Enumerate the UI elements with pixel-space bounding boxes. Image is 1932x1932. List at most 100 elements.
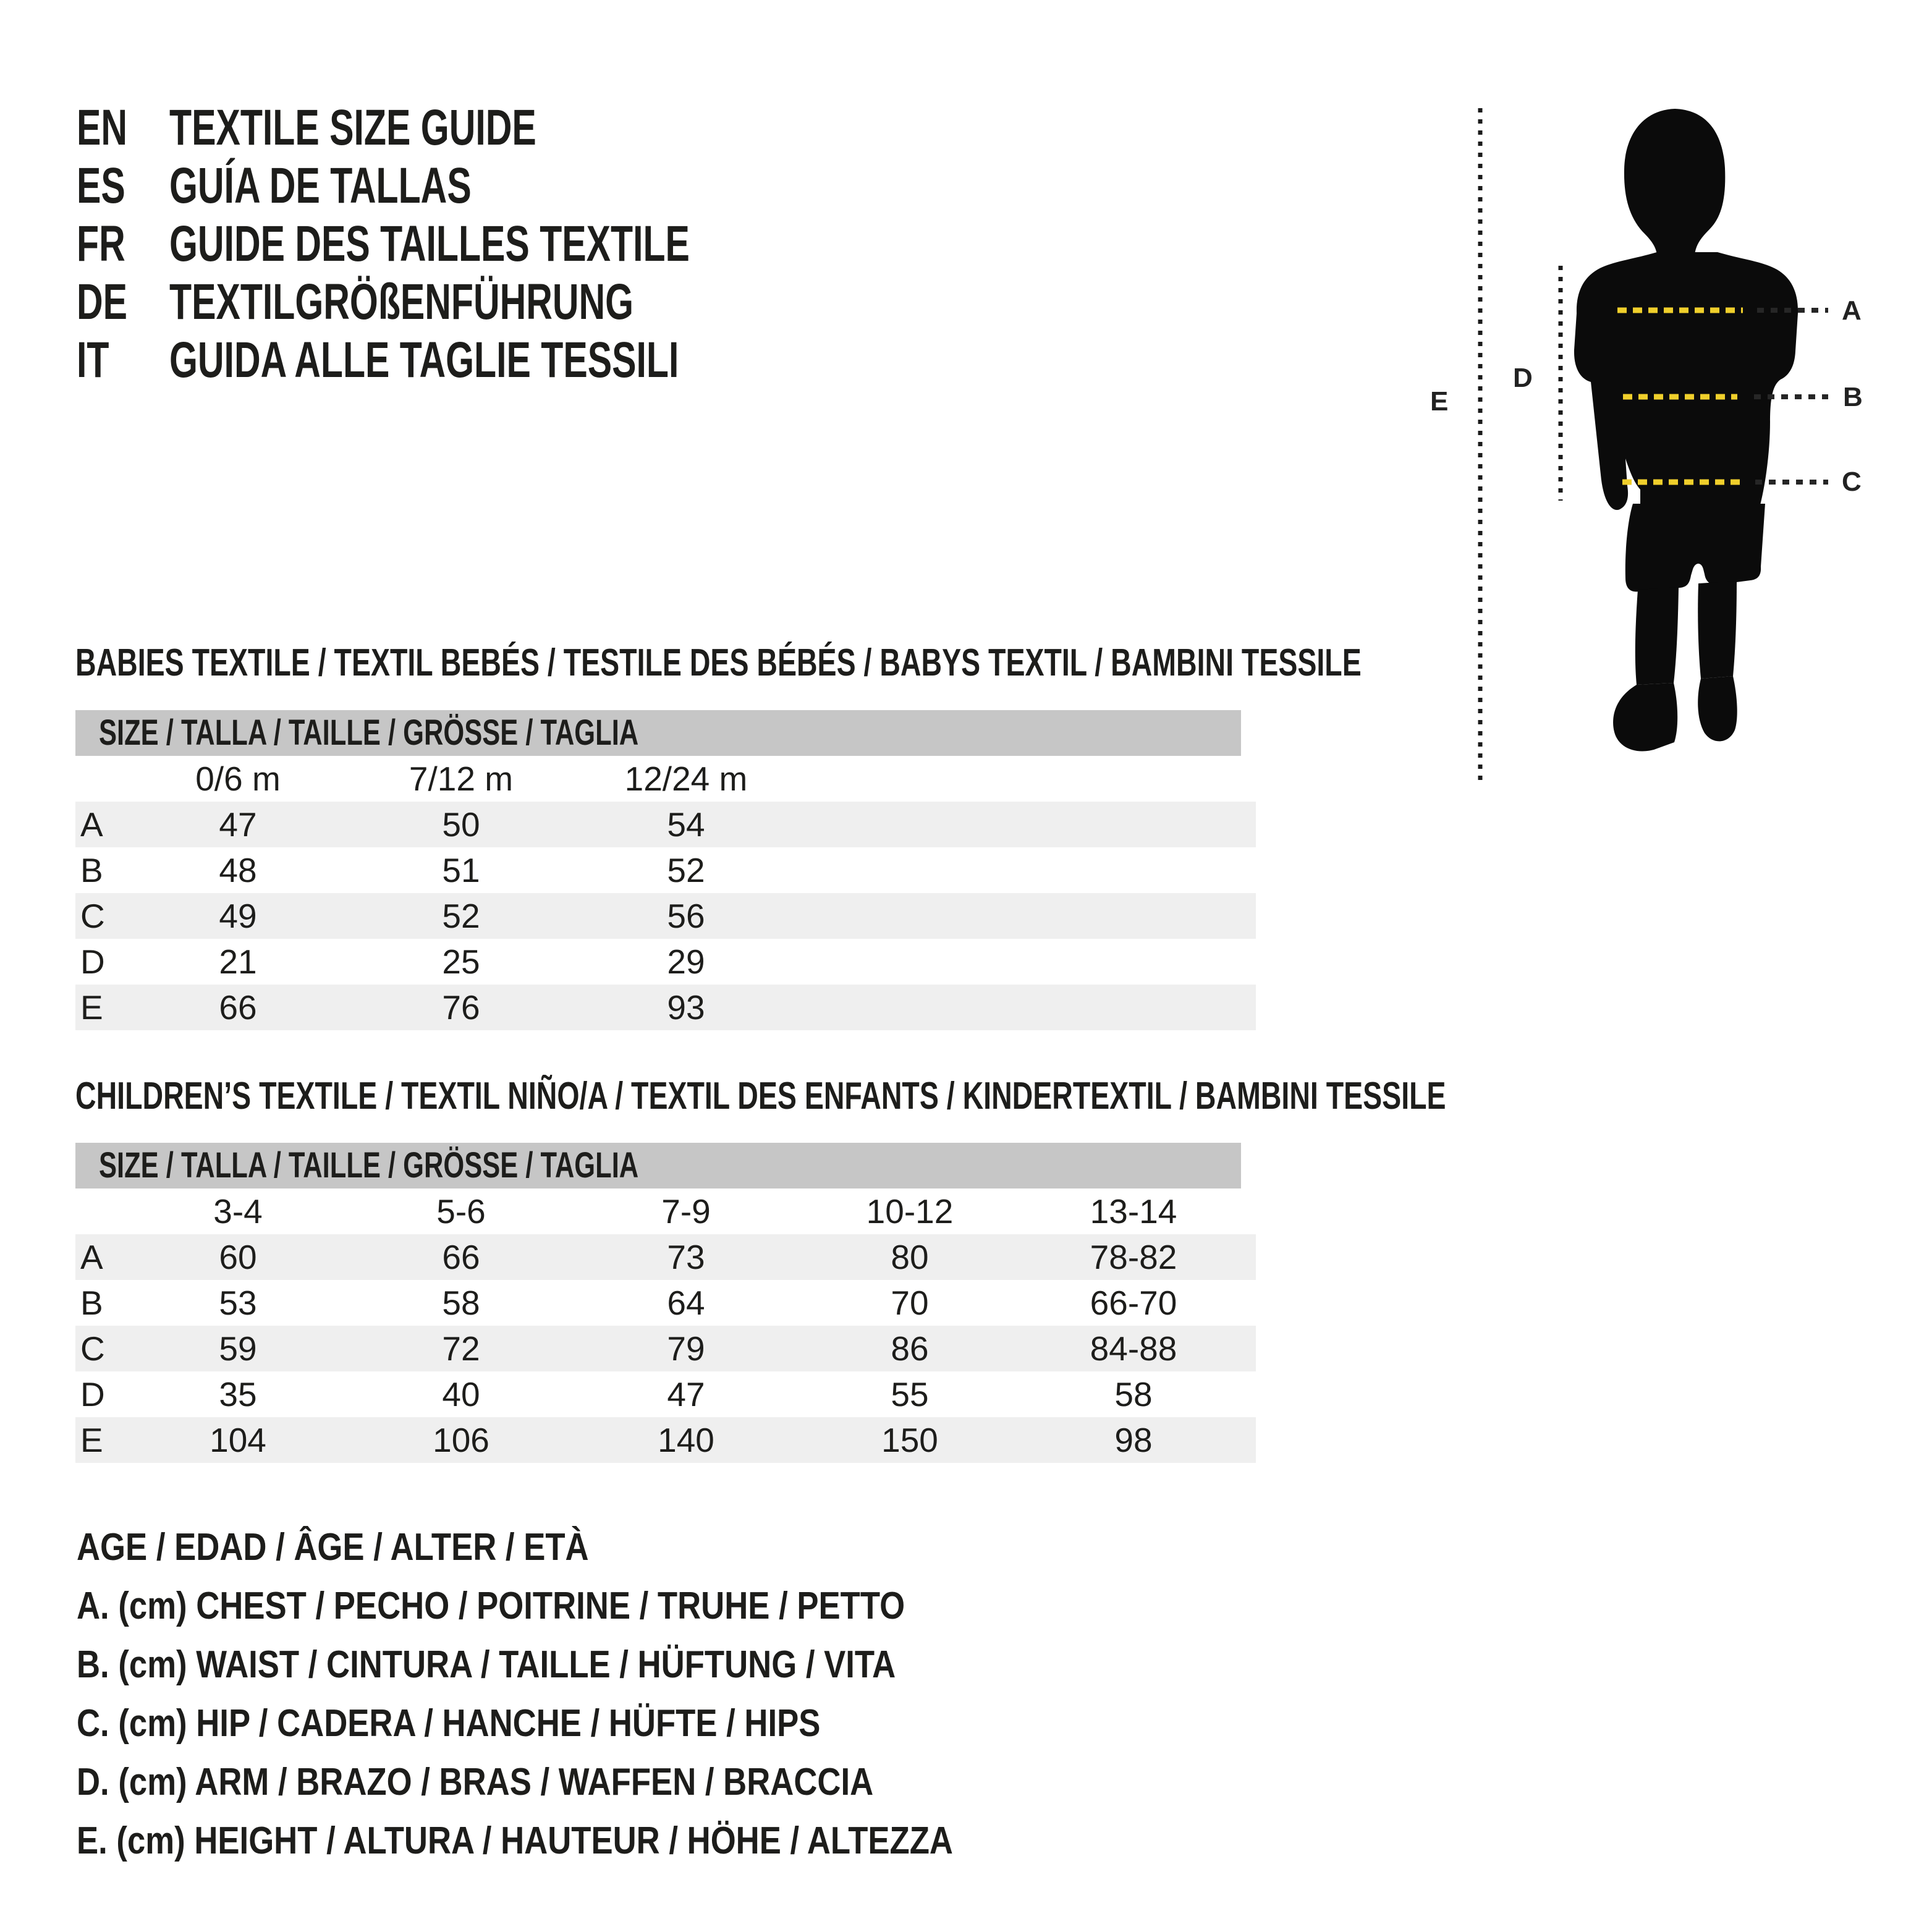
label-chest-a: A [1842,295,1862,326]
row-label: C [80,1329,105,1368]
table-row: E 104 106 140 150 98 [75,1417,1256,1463]
cell-value: 98 [1114,1421,1153,1459]
lang-title-en: TEXTILE SIZE GUIDE [169,100,536,156]
column-header: 5-6 [436,1192,486,1231]
legend-line-hip: C. (cm) HIP / CADERA / HANCHE / HÜFTE / … [77,1702,821,1745]
children-size-header-bar: SIZE / TALLA / TAILLE / GRÖSSE / TAGLIA [75,1143,1241,1188]
children-column-header-row: 3-4 5-6 7-9 10-12 13-14 [75,1188,1256,1234]
row-label: C [80,897,105,935]
child-silhouette-icon [1574,109,1799,752]
cell-value: 56 [667,897,705,935]
cell-value: 52 [667,851,705,889]
children-size-table: SIZE / TALLA / TAILLE / GRÖSSE / TAGLIA … [75,1143,1256,1463]
cell-value: 48 [219,851,257,889]
cell-value: 55 [891,1375,929,1413]
cell-value: 52 [442,897,480,935]
cell-value: 59 [219,1329,257,1368]
legend-line-waist: B. (cm) WAIST / CINTURA / TAILLE / HÜFTU… [77,1643,896,1686]
cell-value: 35 [219,1375,257,1413]
table-row: C 59 72 79 86 84-88 [75,1326,1256,1371]
cell-value: 50 [442,805,480,844]
cell-value: 40 [442,1375,480,1413]
row-label: D [80,943,105,981]
silhouette-left-shoe [1613,683,1678,752]
table-row: A 60 66 73 80 78-82 [75,1234,1256,1280]
silhouette-head [1624,109,1726,255]
column-header: 0/6 m [195,760,281,798]
cell-value: 49 [219,897,257,935]
babies-section-title: BABIES TEXTILE / TEXTIL BEBÉS / TESTILE … [75,642,1362,684]
legend-line-age: AGE / EDAD / ÂGE / ALTER / ETÀ [77,1526,589,1569]
lang-code-de: DE [77,274,128,330]
cell-value: 64 [667,1284,705,1322]
column-header: 7-9 [661,1192,711,1231]
column-header: 12/24 m [624,760,748,798]
lang-code-es: ES [77,158,125,214]
cell-value: 150 [881,1421,938,1459]
cell-value: 86 [891,1329,929,1368]
column-header: 7/12 m [409,760,514,798]
label-waist-b: B [1843,382,1863,412]
silhouette-left-leg [1635,587,1679,685]
babies-column-header-row: 0/6 m 7/12 m 12/24 m [75,756,1256,802]
lang-title-es: GUÍA DE TALLAS [169,158,472,214]
label-height-e: E [1430,386,1449,417]
column-header: 10-12 [866,1192,954,1231]
cell-value: 70 [891,1284,929,1322]
cell-value: 104 [210,1421,266,1459]
legend-line-height: E. (cm) HEIGHT / ALTURA / HAUTEUR / HÖHE… [77,1820,953,1862]
lang-title-fr: GUIDE DES TAILLES TEXTILE [169,216,690,272]
lang-code-fr: FR [77,216,125,272]
label-arm-d: D [1513,363,1533,393]
babies-size-header-bar: SIZE / TALLA / TAILLE / GRÖSSE / TAGLIA [75,710,1241,756]
silhouette-right-leg [1698,581,1737,679]
cell-value: 106 [433,1421,489,1459]
cell-value: 25 [442,943,480,981]
child-silhouette-figure [1478,108,1828,782]
row-label: B [80,1284,103,1322]
cell-value: 66-70 [1090,1284,1177,1322]
table-row: B 48 51 52 [75,847,1256,893]
cell-value: 66 [219,988,257,1027]
column-header: 3-4 [213,1192,263,1231]
cell-value: 53 [219,1284,257,1322]
row-label: B [80,851,103,889]
cell-value: 47 [667,1375,705,1413]
measurement-diagram [1409,74,1932,785]
cell-value: 58 [1114,1375,1153,1413]
cell-value: 80 [891,1238,929,1276]
cell-value: 78-82 [1090,1238,1177,1276]
table-row: E 66 76 93 [75,985,1256,1030]
children-section-title: CHILDREN’S TEXTILE / TEXTIL NIÑO/A / TEX… [75,1075,1446,1117]
lang-title-de: TEXTILGRÖßENFÜHRUNG [169,274,634,330]
cell-value: 47 [219,805,257,844]
table-row: A 47 50 54 [75,802,1256,847]
cell-value: 21 [219,943,257,981]
label-hip-c: C [1842,467,1862,497]
row-label: E [80,1421,103,1459]
column-header: 13-14 [1090,1192,1177,1231]
cell-value: 93 [667,988,705,1027]
table-row: D 35 40 47 55 58 [75,1371,1256,1417]
row-label: A [80,805,103,844]
cell-value: 76 [442,988,480,1027]
cell-value: 54 [667,805,705,844]
cell-value: 73 [667,1238,705,1276]
cell-value: 66 [442,1238,480,1276]
table-row: C 49 52 56 [75,893,1256,939]
silhouette-shorts [1625,504,1765,592]
lang-code-en: EN [77,100,128,156]
table-row: D 21 25 29 [75,939,1256,985]
cell-value: 29 [667,943,705,981]
lang-code-it: IT [77,332,109,388]
cell-value: 140 [658,1421,714,1459]
cell-value: 84-88 [1090,1329,1177,1368]
cell-value: 51 [442,851,480,889]
lang-title-it: GUIDA ALLE TAGLIE TESSILI [169,332,679,388]
babies-size-table: SIZE / TALLA / TAILLE / GRÖSSE / TAGLIA … [75,710,1256,1030]
cell-value: 79 [667,1329,705,1368]
silhouette-shirt [1574,252,1799,511]
row-label: A [80,1238,103,1276]
row-label: D [80,1375,105,1413]
